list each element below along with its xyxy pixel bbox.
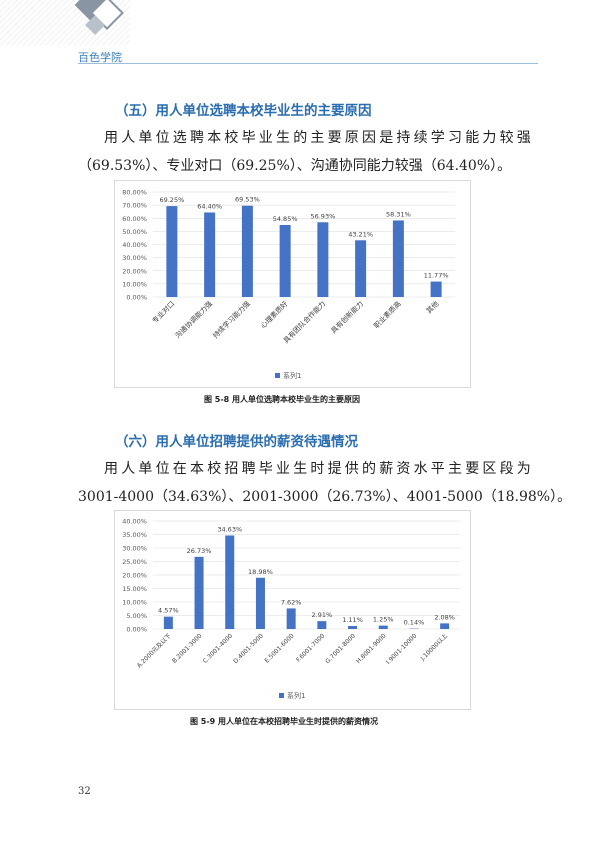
bar xyxy=(392,220,404,297)
y-tick-label: 10.00% xyxy=(122,599,147,607)
data-label: 18.98% xyxy=(248,568,273,576)
data-label: 34.63% xyxy=(217,525,242,533)
x-tick-label: 持续学习能力强 xyxy=(211,299,252,340)
x-tick-label: I.9001-10000 xyxy=(385,632,419,666)
data-label: 58.31% xyxy=(386,210,411,218)
y-tick-label: 10.00% xyxy=(122,280,147,288)
x-tick-label: 心理素质好 xyxy=(258,299,289,330)
corner-decoration xyxy=(0,0,130,45)
data-label: 54.85% xyxy=(273,215,298,223)
bar xyxy=(286,608,296,629)
bar xyxy=(355,240,367,297)
paragraph-line: 3001-4000（34.63%）、2001-3000（26.73%）、4001… xyxy=(78,489,572,505)
paragraph-line: 用人单位选聘本校毕业生的主要原因是持续学习能力较强 xyxy=(104,130,534,146)
bar xyxy=(166,206,178,297)
y-tick-label: 0.00% xyxy=(126,626,147,634)
data-label: 4.57% xyxy=(158,607,179,615)
chart-selection-reasons: 0.00% 10.00% 20.00% 30.00% 40.00% 50.00% 60.00… xyxy=(114,180,471,388)
bar xyxy=(163,616,173,629)
bar xyxy=(204,212,216,297)
section-heading-5: （五）用人单位选聘本校毕业生的主要原因 xyxy=(115,103,372,119)
y-tick-label: 40.00% xyxy=(122,241,147,249)
chart-svg: 0.00% 10.00% 20.00% 30.00% 40.00% 50.00% 60.00… xyxy=(122,189,455,380)
data-label: 2.08% xyxy=(434,613,455,621)
x-tick-label: A.2000元及以下 xyxy=(136,632,173,669)
legend-swatch xyxy=(275,373,280,378)
chart-svg: 0.00% 5.00% 10.00% 15.00% 20.00% 25.00% 30.00%… xyxy=(122,518,460,700)
data-label: 0.14% xyxy=(404,619,425,627)
bar xyxy=(348,626,358,629)
paragraph-line: 用人单位在本校招聘毕业生时提供的薪资水平主要区段为 xyxy=(104,461,534,477)
section-heading-6: （六）用人单位招聘提供的薪资待遇情况 xyxy=(115,434,358,450)
data-label: 26.73% xyxy=(187,547,212,555)
y-tick-label: 80.00% xyxy=(122,189,147,197)
data-label: 64.40% xyxy=(197,202,222,210)
x-tick-label: 专业对口 xyxy=(150,299,176,325)
y-tick-label: 15.00% xyxy=(122,585,147,593)
y-tick-label: 70.00% xyxy=(122,202,147,210)
x-tick-label: E.5001-6000 xyxy=(263,632,295,664)
y-tick-label: 25.00% xyxy=(122,558,147,566)
data-label: 1.25% xyxy=(373,616,394,624)
data-label: 1.11% xyxy=(342,616,363,624)
data-label: 7.62% xyxy=(281,598,302,606)
bar xyxy=(279,225,291,297)
x-tick-label: D.4001-5000 xyxy=(232,632,265,665)
paragraph-line: （69.53%）、专业对口（69.25%）、沟通协同能力较强（64.40%）。 xyxy=(78,158,512,174)
header-divider xyxy=(78,63,538,64)
bar xyxy=(430,281,442,297)
data-label: 69.53% xyxy=(235,196,260,204)
x-tick-label: G.7001-8000 xyxy=(324,632,357,665)
y-tick-label: 30.00% xyxy=(122,254,147,262)
x-tick-label: B.2001-3000 xyxy=(171,632,203,664)
x-tick-label: 其他 xyxy=(424,299,440,315)
data-label: 11.77% xyxy=(424,272,449,280)
bar xyxy=(378,625,388,629)
x-tick-label: 具有创新能力 xyxy=(329,299,365,335)
chart-salary-distribution: 0.00% 5.00% 10.00% 15.00% 20.00% 25.00% 30.00%… xyxy=(114,510,471,710)
page-number: 32 xyxy=(78,786,91,797)
bar xyxy=(241,205,253,297)
bar xyxy=(255,577,265,629)
y-tick-label: 0.00% xyxy=(126,294,147,302)
figure-caption: 图 5-8 用人单位选聘本校毕业生的主要原因 xyxy=(204,395,361,404)
x-tick-label: 职业素质高 xyxy=(372,299,403,330)
y-tick-label: 5.00% xyxy=(126,612,147,620)
data-label: 43.21% xyxy=(348,230,373,238)
y-tick-label: 30.00% xyxy=(122,545,147,553)
x-tick-label: 沟通协调能力强 xyxy=(173,299,214,340)
legend-label: 系列1 xyxy=(287,691,305,700)
bar xyxy=(440,623,450,629)
data-label: 2.91% xyxy=(312,611,333,619)
figure-caption: 图 5-9 用人单位在本校招聘毕业生时提供的薪资情况 xyxy=(190,717,379,726)
legend-label: 系列1 xyxy=(283,371,301,380)
x-tick-label: J.10000以上 xyxy=(418,632,449,663)
bar xyxy=(194,556,204,629)
y-tick-label: 20.00% xyxy=(122,267,147,275)
y-tick-label: 35.00% xyxy=(122,531,147,539)
bar xyxy=(317,222,329,297)
y-tick-label: 60.00% xyxy=(122,215,147,223)
x-tick-label: F.6001-7000 xyxy=(295,632,326,663)
x-tick-label: H.8001-9000 xyxy=(355,632,388,665)
x-tick-label: C.3001-4000 xyxy=(202,632,235,665)
college-name: 百色学院 xyxy=(78,51,122,64)
data-label: 69.25% xyxy=(159,196,184,204)
legend-swatch xyxy=(279,693,284,698)
y-tick-label: 40.00% xyxy=(122,518,147,526)
bar xyxy=(317,621,327,629)
bar xyxy=(225,535,235,629)
data-label: 56.93% xyxy=(310,212,335,220)
y-tick-label: 50.00% xyxy=(122,228,147,236)
y-tick-label: 20.00% xyxy=(122,572,147,580)
